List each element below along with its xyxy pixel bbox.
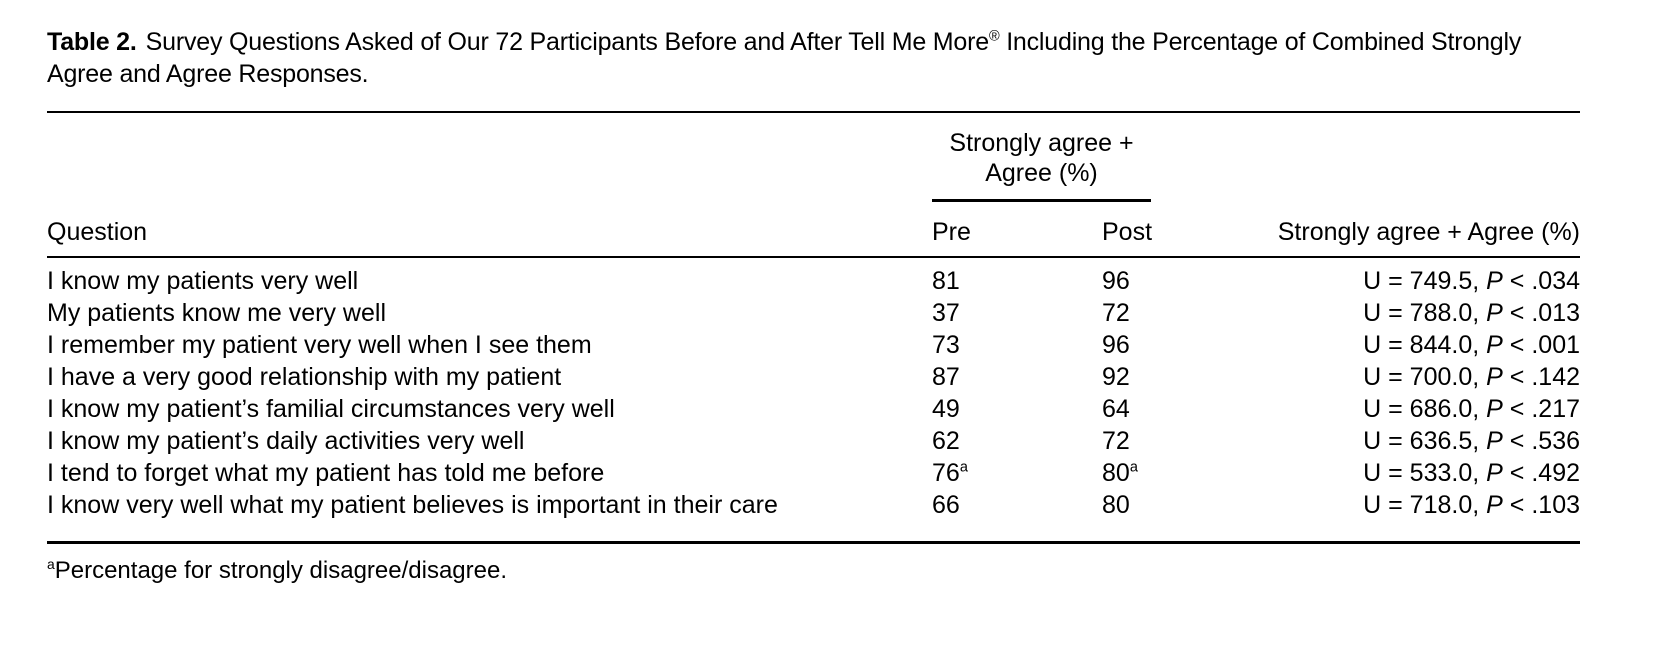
spanner-line-2: Agree (%) [985,159,1098,187]
stats-value: U = 686.0, P < .217 [1363,395,1580,423]
question-cell: I know my patient’s daily activities ver… [47,427,525,455]
table-footnote: aPercentage for strongly disagree/disagr… [47,556,1580,586]
post-value: 80a [1102,459,1138,487]
pre-value: 37 [932,299,960,327]
table-row: I know my patients very well 81 96 U = 7… [47,257,1580,297]
stats-value: U = 844.0, P < .001 [1363,331,1580,359]
stats-value: U = 533.0, P < .492 [1363,459,1580,487]
question-cell: I know my patient’s familial circumstanc… [47,395,615,423]
col-header-post: Post [1102,202,1210,258]
question-cell: I know very well what my patient believe… [47,491,778,519]
spanner-empty-stats [1210,113,1580,202]
post-value: 92 [1102,363,1130,391]
p-symbol: P [1486,331,1503,359]
p-symbol: P [1486,491,1503,519]
table-number: Table 2. [47,28,137,56]
pre-value: 49 [932,395,960,423]
stats-value: U = 636.5, P < .536 [1363,427,1580,455]
table-caption-text: Survey Questions Asked of Our 72 Partici… [145,28,990,56]
footnote-marker: a [47,556,55,572]
p-symbol: P [1486,267,1503,295]
registered-trademark-symbol: ® [988,28,1000,45]
column-header-row: Question Pre Post Strongly agree + Agree… [47,202,1580,258]
table-row: I tend to forget what my patient has tol… [47,457,1580,489]
stats-value: U = 749.5, P < .034 [1363,267,1580,295]
spanner-rule [932,199,1151,202]
spanner-line-1: Strongly agree + [949,129,1134,157]
pre-value: 62 [932,427,960,455]
spanner-cell: Strongly agree + Agree (%) [932,113,1210,202]
spanner-header: Strongly agree + Agree (%) [932,128,1151,188]
stats-value: U = 788.0, P < .013 [1363,299,1580,327]
col-header-pre: Pre [932,202,1102,258]
question-cell: I tend to forget what my patient has tol… [47,459,605,487]
table-row: My patients know me very well 37 72 U = … [47,297,1580,329]
table-row: I know my patient’s familial circumstanc… [47,393,1580,425]
p-symbol: P [1486,427,1503,455]
spanner-row: Strongly agree + Agree (%) [47,113,1580,202]
table-row: I know very well what my patient believe… [47,489,1580,543]
footnote-ref: a [959,459,968,476]
question-cell: I have a very good relationship with my … [47,363,562,391]
p-symbol: P [1486,363,1503,391]
col-header-question: Question [47,202,932,258]
pre-value: 87 [932,363,960,391]
p-symbol: P [1486,395,1503,423]
post-value: 96 [1102,331,1130,359]
pre-value: 81 [932,267,960,295]
table-caption-text-continued: Including the Percentage of Combined Str… [47,28,1522,88]
pre-value: 76a [932,459,968,487]
post-value: 80 [1102,491,1130,519]
stats-value: U = 700.0, P < .142 [1363,363,1580,391]
footnote-ref: a [1129,459,1138,476]
question-cell: I know my patients very well [47,267,359,295]
col-header-stats: Strongly agree + Agree (%) [1210,202,1580,258]
post-value: 72 [1102,299,1130,327]
table-caption: Table 2. Survey Questions Asked of Our 72… [47,26,1580,90]
table-body: I know my patients very well 81 96 U = 7… [47,257,1580,543]
spanner-empty-question [47,113,932,202]
question-cell: My patients know me very well [47,299,387,327]
table-top-rule [47,111,1580,113]
footnote-text: Percentage for strongly disagree/disagre… [54,557,507,584]
post-value: 64 [1102,395,1130,423]
post-value: 72 [1102,427,1130,455]
p-symbol: P [1486,299,1503,327]
table-header: Strongly agree + Agree (%) Question Pre … [47,113,1580,258]
post-value: 96 [1102,267,1130,295]
table-row: I know my patient’s daily activities ver… [47,425,1580,457]
pre-value: 66 [932,491,960,519]
table-row: I remember my patient very well when I s… [47,329,1580,361]
question-cell: I remember my patient very well when I s… [47,331,592,359]
stats-value: U = 718.0, P < .103 [1363,491,1580,519]
survey-results-table: Strongly agree + Agree (%) Question Pre … [47,113,1580,544]
pre-value: 73 [932,331,960,359]
p-symbol: P [1486,459,1503,487]
table-row: I have a very good relationship with my … [47,361,1580,393]
